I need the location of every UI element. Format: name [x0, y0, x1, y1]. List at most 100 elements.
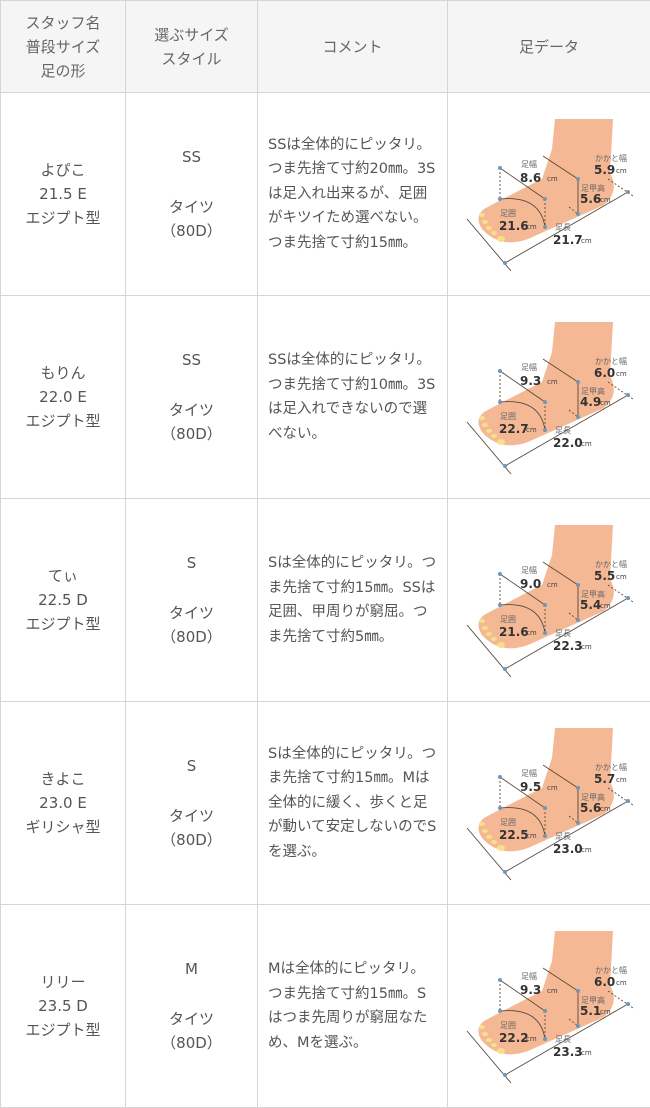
style: タイツ: [169, 807, 214, 825]
instep-height-value: 5.6: [580, 192, 601, 206]
table-row: リリー 23.5 D エジプト型 M タイツ （80D） Mは全体的にピッタリ。…: [1, 905, 650, 1108]
foot-shape: ギリシャ型: [25, 818, 100, 836]
length-value: 22.3: [553, 639, 583, 653]
table-row: もりん 22.0 E エジプト型 SS タイツ （80D） SSは全体的にピッタ…: [1, 296, 650, 499]
unit: cm: [547, 581, 558, 589]
header-usual-size: 普段サイズ: [26, 38, 101, 56]
style: タイツ: [169, 604, 214, 622]
unit: cm: [600, 805, 611, 813]
staff-name: てぃ: [48, 567, 78, 585]
staff-cell: リリー 23.5 D エジプト型: [1, 905, 126, 1108]
style: タイツ: [169, 198, 214, 216]
instep-height-value: 4.9: [580, 395, 601, 409]
girth-label: 足囲: [500, 209, 516, 218]
choice-cell: S タイツ （80D）: [126, 499, 258, 702]
girth-value: 21.6: [499, 625, 529, 639]
staff-cell: きよこ 23.0 E ギリシャ型: [1, 702, 126, 905]
unit: cm: [600, 602, 611, 610]
foot-shape: エジプト型: [25, 209, 100, 227]
length-value: 22.0: [553, 436, 583, 450]
staff-cell: よぴこ 21.5 E エジプト型: [1, 93, 126, 296]
unit: cm: [547, 175, 558, 183]
header-choice: 選ぶサイズスタイル: [126, 1, 258, 93]
comment-cell: SSは全体的にピッタリ。つま先捨て寸約20㎜。3Sは足入れ出来るが、足囲がキツイ…: [258, 93, 448, 296]
unit: cm: [547, 987, 558, 995]
foot-data-cell: 足幅 9.5 cm かかと幅 5.7 cm 足甲高 5.6 cm 足囲 22.5…: [448, 702, 650, 905]
unit: cm: [616, 776, 627, 784]
foot-shape: エジプト型: [25, 412, 100, 430]
foot-width-value: 9.3: [520, 983, 541, 997]
unit: cm: [547, 784, 558, 792]
heel-width-value: 6.0: [594, 366, 615, 380]
unit: cm: [526, 426, 537, 434]
unit: cm: [547, 378, 558, 386]
table-row: てぃ 22.5 D エジプト型 S タイツ （80D） Sは全体的にピッタリ。つ…: [1, 499, 650, 702]
style: タイツ: [169, 401, 214, 419]
usual-size: 22.5 D: [38, 591, 88, 609]
foot-diagram: 足幅 8.6 cm かかと幅 5.9 cm 足甲高 5.6 cm 足囲 21.6…: [448, 99, 650, 289]
foot-data-cell: 足幅 9.3 cm かかと幅 6.0 cm 足甲高 5.1 cm 足囲 22.2…: [448, 905, 650, 1108]
header-comment: コメント: [258, 1, 448, 93]
foot-width-value: 8.6: [520, 171, 541, 185]
girth-value: 21.6: [499, 219, 529, 233]
foot-diagram: 足幅 9.5 cm かかと幅 5.7 cm 足甲高 5.6 cm 足囲 22.5…: [448, 708, 650, 898]
instep-height-value: 5.6: [580, 801, 601, 815]
girth-value: 22.7: [499, 422, 529, 436]
foot-diagram: 足幅 9.3 cm かかと幅 6.0 cm 足甲高 4.9 cm 足囲 22.7…: [448, 302, 650, 492]
unit: cm: [616, 573, 627, 581]
header-style: スタイル: [161, 50, 221, 68]
foot-width-value: 9.0: [520, 577, 541, 591]
heel-width-value: 5.5: [594, 569, 615, 583]
chosen-size: M: [185, 960, 198, 978]
choice-cell: SS タイツ （80D）: [126, 296, 258, 499]
comment-cell: Sは全体的にピッタリ。つま先捨て寸約15㎜。SSは足囲、甲周りが窮屈。つま先捨て…: [258, 499, 448, 702]
chosen-size: SS: [182, 148, 201, 166]
length-label: 足長: [555, 832, 571, 841]
denier: （80D）: [161, 1034, 222, 1052]
foot-width-value: 9.5: [520, 780, 541, 794]
foot-width-value: 9.3: [520, 374, 541, 388]
chosen-size: S: [187, 554, 197, 572]
unit: cm: [600, 196, 611, 204]
denier: （80D）: [161, 628, 222, 646]
heel-width-label: かかと幅: [595, 356, 627, 366]
usual-size: 21.5 E: [39, 185, 87, 203]
length-label: 足長: [555, 1035, 571, 1044]
foot-diagram: 足幅 9.0 cm かかと幅 5.5 cm 足甲高 5.4 cm 足囲 21.6…: [448, 505, 650, 695]
foot-diagram: 足幅 9.3 cm かかと幅 6.0 cm 足甲高 5.1 cm 足囲 22.2…: [448, 911, 650, 1101]
staff-cell: てぃ 22.5 D エジプト型: [1, 499, 126, 702]
length-value: 21.7: [553, 233, 583, 247]
choice-cell: SS タイツ （80D）: [126, 93, 258, 296]
chosen-size: SS: [182, 351, 201, 369]
foot-width-label: 足幅: [521, 159, 537, 169]
heel-width-value: 5.7: [594, 772, 615, 786]
staff-name: もりん: [40, 364, 85, 382]
foot-width-label: 足幅: [521, 362, 537, 372]
unit: cm: [616, 370, 627, 378]
chosen-size: S: [187, 757, 197, 775]
heel-width-value: 5.9: [594, 163, 615, 177]
header-foot-shape: 足の形: [40, 62, 85, 80]
denier: （80D）: [161, 425, 222, 443]
comment-cell: Sは全体的にピッタリ。つま先捨て寸約15㎜。Mは全体的に緩く、歩くと足が動いて安…: [258, 702, 448, 905]
header-foot-data: 足データ: [448, 1, 650, 93]
heel-width-label: かかと幅: [595, 762, 627, 772]
usual-size: 23.0 E: [39, 794, 87, 812]
header-row: スタッフ名普段サイズ足の形 選ぶサイズスタイル コメント 足データ: [1, 1, 650, 93]
foot-shape: エジプト型: [25, 1021, 100, 1039]
length-value: 23.3: [553, 1045, 583, 1059]
staff-cell: もりん 22.0 E エジプト型: [1, 296, 126, 499]
foot-shape: エジプト型: [25, 615, 100, 633]
denier: （80D）: [161, 831, 222, 849]
length-label: 足長: [555, 629, 571, 638]
unit: cm: [526, 629, 537, 637]
unit: cm: [616, 167, 627, 175]
unit: cm: [581, 846, 592, 854]
heel-width-label: かかと幅: [595, 153, 627, 163]
length-label: 足長: [555, 426, 571, 435]
unit: cm: [581, 237, 592, 245]
choice-cell: S タイツ （80D）: [126, 702, 258, 905]
denier: （80D）: [161, 222, 222, 240]
staff-name: よぴこ: [40, 161, 85, 179]
